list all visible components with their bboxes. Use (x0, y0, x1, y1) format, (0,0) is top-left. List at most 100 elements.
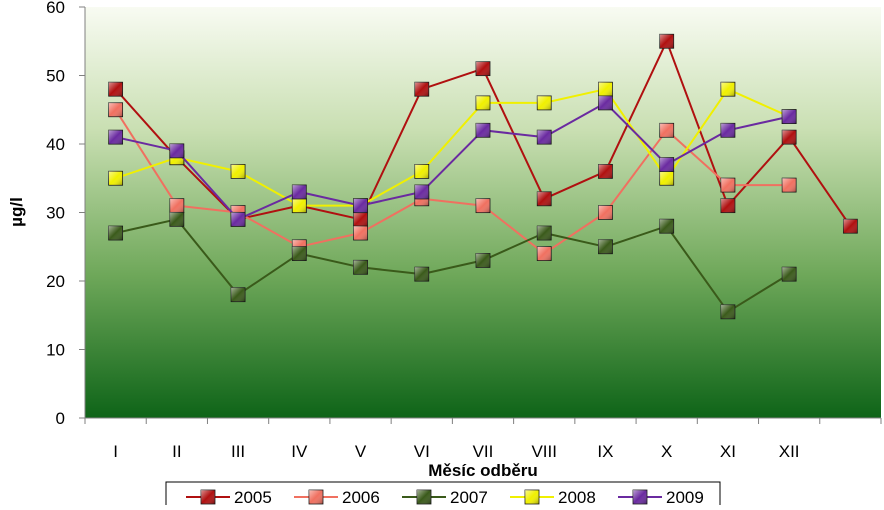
data-point-shade (231, 287, 246, 302)
data-point-shade (537, 130, 552, 145)
data-point-shade (108, 171, 123, 186)
data-point-shade (782, 130, 797, 145)
data-point-shade (292, 198, 307, 213)
data-point-shade (414, 82, 429, 97)
data-point-shade (537, 226, 552, 241)
data-point-shade (108, 82, 123, 97)
data-point-shade (108, 102, 123, 117)
data-point-shade (782, 178, 797, 193)
legend-marker-shade (201, 490, 215, 504)
legend-item-2009: 2009 (618, 488, 704, 507)
y-tick-label: 20 (46, 272, 65, 291)
data-point-shade (353, 198, 368, 213)
data-point-shade (720, 123, 735, 138)
x-tick-label: VI (414, 442, 430, 461)
legend-marker-shade (633, 490, 647, 504)
legend-item-2006: 2006 (294, 488, 380, 507)
data-point-shade (659, 34, 674, 49)
x-tick-label: IX (597, 442, 613, 461)
series-line-2007 (115, 218, 790, 313)
data-point-shade (414, 184, 429, 199)
data-point-shade (659, 157, 674, 172)
x-tick-label: V (355, 442, 367, 461)
data-point-shade (782, 109, 797, 124)
data-point-shade (169, 143, 184, 158)
data-point-shade (476, 95, 490, 110)
legend-label: 2008 (558, 488, 596, 505)
data-point-shade (659, 171, 674, 186)
y-tick-label: 10 (46, 341, 65, 360)
x-tick-label: IV (291, 442, 308, 461)
data-point-shade (231, 164, 246, 179)
x-tick-label: X (661, 442, 672, 461)
x-tick-label: VIII (531, 442, 557, 461)
legend-label: 2005 (234, 488, 272, 505)
legend-marker-shade (417, 490, 431, 504)
data-point-shade (476, 253, 490, 268)
x-tick-label: II (172, 442, 181, 461)
data-point-shade (659, 123, 674, 138)
series-line-2006 (114, 109, 790, 255)
data-point-shade (782, 267, 797, 282)
data-point-shade (353, 226, 368, 241)
data-point-shade (231, 212, 246, 227)
data-point-shade (598, 239, 613, 254)
y-tick-label: 50 (46, 67, 65, 86)
series-2009 (108, 95, 797, 227)
data-point-shade (843, 219, 858, 234)
x-axis: I II III IV V VI VII VIII IX X XI XII (84, 417, 882, 461)
data-point-shade (414, 164, 429, 179)
x-tick-label: XI (720, 442, 736, 461)
legend-item-2008: 2008 (510, 488, 596, 507)
series-2006 (108, 102, 797, 262)
y-tick-label: 30 (46, 204, 65, 223)
x-tick-label: I (113, 442, 118, 461)
data-point-shade (353, 212, 368, 227)
y-axis: 0 10 20 30 40 50 60 (46, 0, 86, 428)
data-point-shade (476, 123, 490, 138)
data-point-shade (292, 184, 307, 199)
data-point-shade (720, 82, 735, 97)
data-point-shade (537, 246, 552, 261)
data-point-shade (537, 95, 552, 110)
legend-label: 2007 (450, 488, 488, 505)
series-line-2008 (115, 88, 790, 207)
data-point-shade (353, 260, 368, 275)
data-point-shade (720, 304, 735, 319)
legend-item-2005: 2005 (186, 488, 272, 507)
data-point-shade (476, 61, 490, 76)
series-line-2009 (115, 101, 790, 221)
legend-item-2007: 2007 (402, 488, 488, 507)
data-point-shade (169, 198, 184, 213)
data-point-shade (598, 164, 613, 179)
data-point-shade (720, 198, 735, 213)
x-tick-label: VII (473, 442, 494, 461)
x-tick-label: III (231, 442, 245, 461)
data-point-shade (598, 205, 613, 220)
series-2007 (108, 211, 797, 320)
data-point-shade (537, 191, 552, 206)
data-point-shade (414, 267, 429, 282)
data-point-shade (476, 198, 490, 213)
legend-label: 2006 (342, 488, 380, 505)
data-point-shade (720, 178, 735, 193)
data-point-shade (108, 130, 123, 145)
y-tick-label: 40 (46, 135, 65, 154)
legend: 2005 2006 2007 2008 2009 (186, 488, 704, 507)
legend-label: 2009 (666, 488, 704, 505)
data-point-shade (659, 219, 674, 234)
y-tick-label: 60 (46, 0, 65, 17)
series-layer (108, 33, 858, 320)
data-point-shade (292, 246, 307, 261)
y-tick-label: 0 (56, 409, 65, 428)
data-point-shade (108, 226, 123, 241)
data-point-shade (598, 82, 613, 97)
x-axis-title: Měsíc odběru (428, 461, 538, 480)
data-point-shade (598, 95, 613, 110)
y-axis-title: µg/l (7, 197, 26, 227)
legend-marker-shade (309, 490, 323, 504)
legend-marker-shade (525, 490, 539, 504)
data-point-shade (169, 212, 184, 227)
